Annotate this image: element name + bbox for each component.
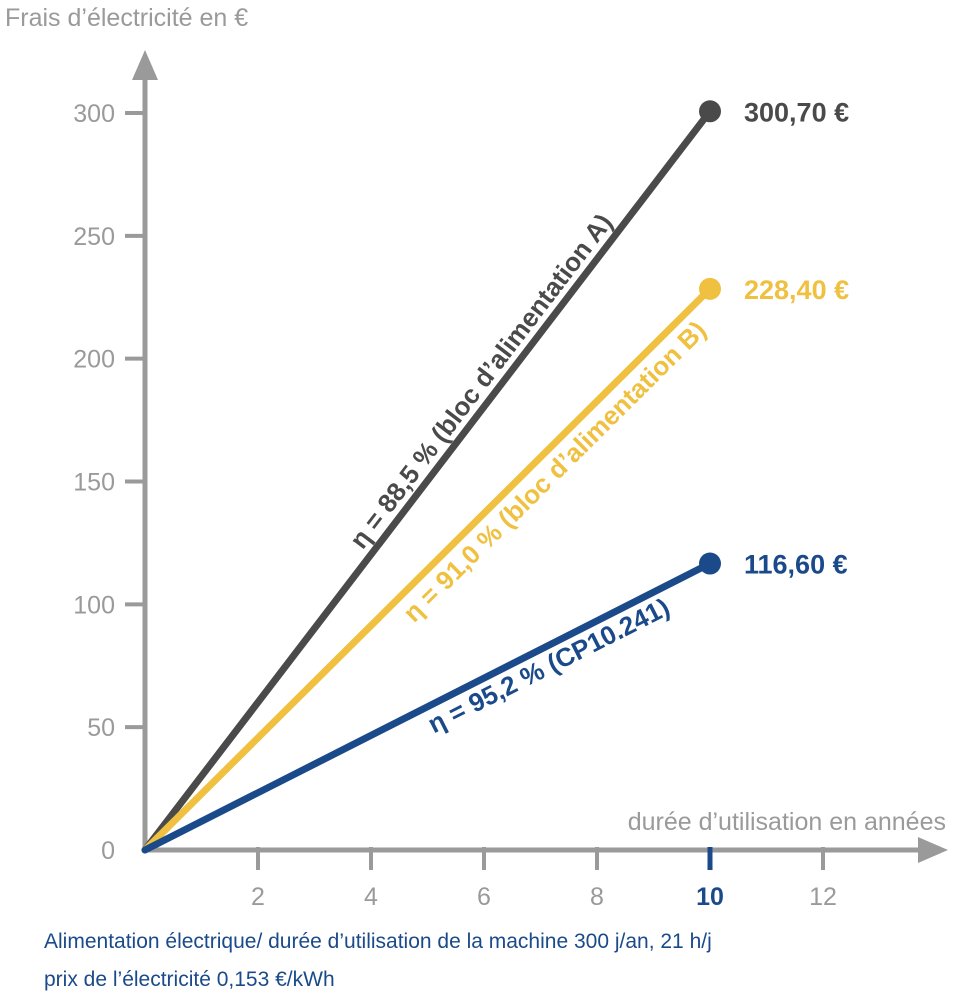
- footnote-line-1: Alimentation électrique/ durée d’utilisa…: [44, 930, 712, 953]
- x-axis-label: durée d’utilisation en années: [628, 808, 946, 836]
- x-tick-label: 12: [809, 883, 837, 911]
- series-line: [141, 560, 714, 854]
- series-name-label: η = 88,5 % (bloc d’alimentation A): [344, 208, 619, 554]
- ticks: 0 50 100 150 200 250 300 2 4 6 8 10 12: [73, 100, 837, 911]
- series-lines: [141, 100, 721, 854]
- x-tick-label: 2: [251, 883, 265, 911]
- series-end-point: [699, 552, 721, 575]
- x-axis-arrow: [918, 837, 948, 863]
- series-name-label: η = 95,2 % (CP10.241): [423, 592, 674, 739]
- series-end-label: 300,70 €: [744, 97, 849, 127]
- footnote-line-2: prix de l’électricité 0,153 €/kWh: [44, 968, 335, 991]
- series-end-label: 116,60 €: [744, 550, 848, 580]
- y-tick-label: 300: [73, 100, 115, 128]
- series-line: [141, 285, 714, 854]
- y-tick-label: 200: [73, 346, 115, 374]
- y-tick-label: 150: [73, 469, 115, 497]
- axes: [132, 50, 948, 863]
- y-tick-label: 0: [101, 837, 115, 865]
- y-axis-arrow: [132, 50, 158, 80]
- electricity-cost-chart: 0 50 100 150 200 250 300 2 4 6 8 10 12 Frais d’élect…: [5, 4, 948, 911]
- x-tick-label: 8: [590, 883, 604, 911]
- y-tick-label: 100: [73, 591, 115, 619]
- series-end-point: [699, 277, 721, 300]
- x-tick-label: 10: [696, 883, 724, 911]
- series-name-label: η = 91,0 % (bloc d’alimentation B): [397, 315, 712, 628]
- y-axis-label: Frais d’électricité en €: [5, 4, 248, 32]
- x-tick-label: 6: [477, 883, 491, 911]
- y-tick-label: 50: [87, 714, 115, 742]
- x-tick-label: 4: [364, 883, 378, 911]
- series-end-point: [699, 100, 721, 123]
- series-end-label: 228,40 €: [744, 275, 849, 305]
- y-tick-label: 250: [73, 223, 115, 251]
- series-line: [141, 107, 714, 854]
